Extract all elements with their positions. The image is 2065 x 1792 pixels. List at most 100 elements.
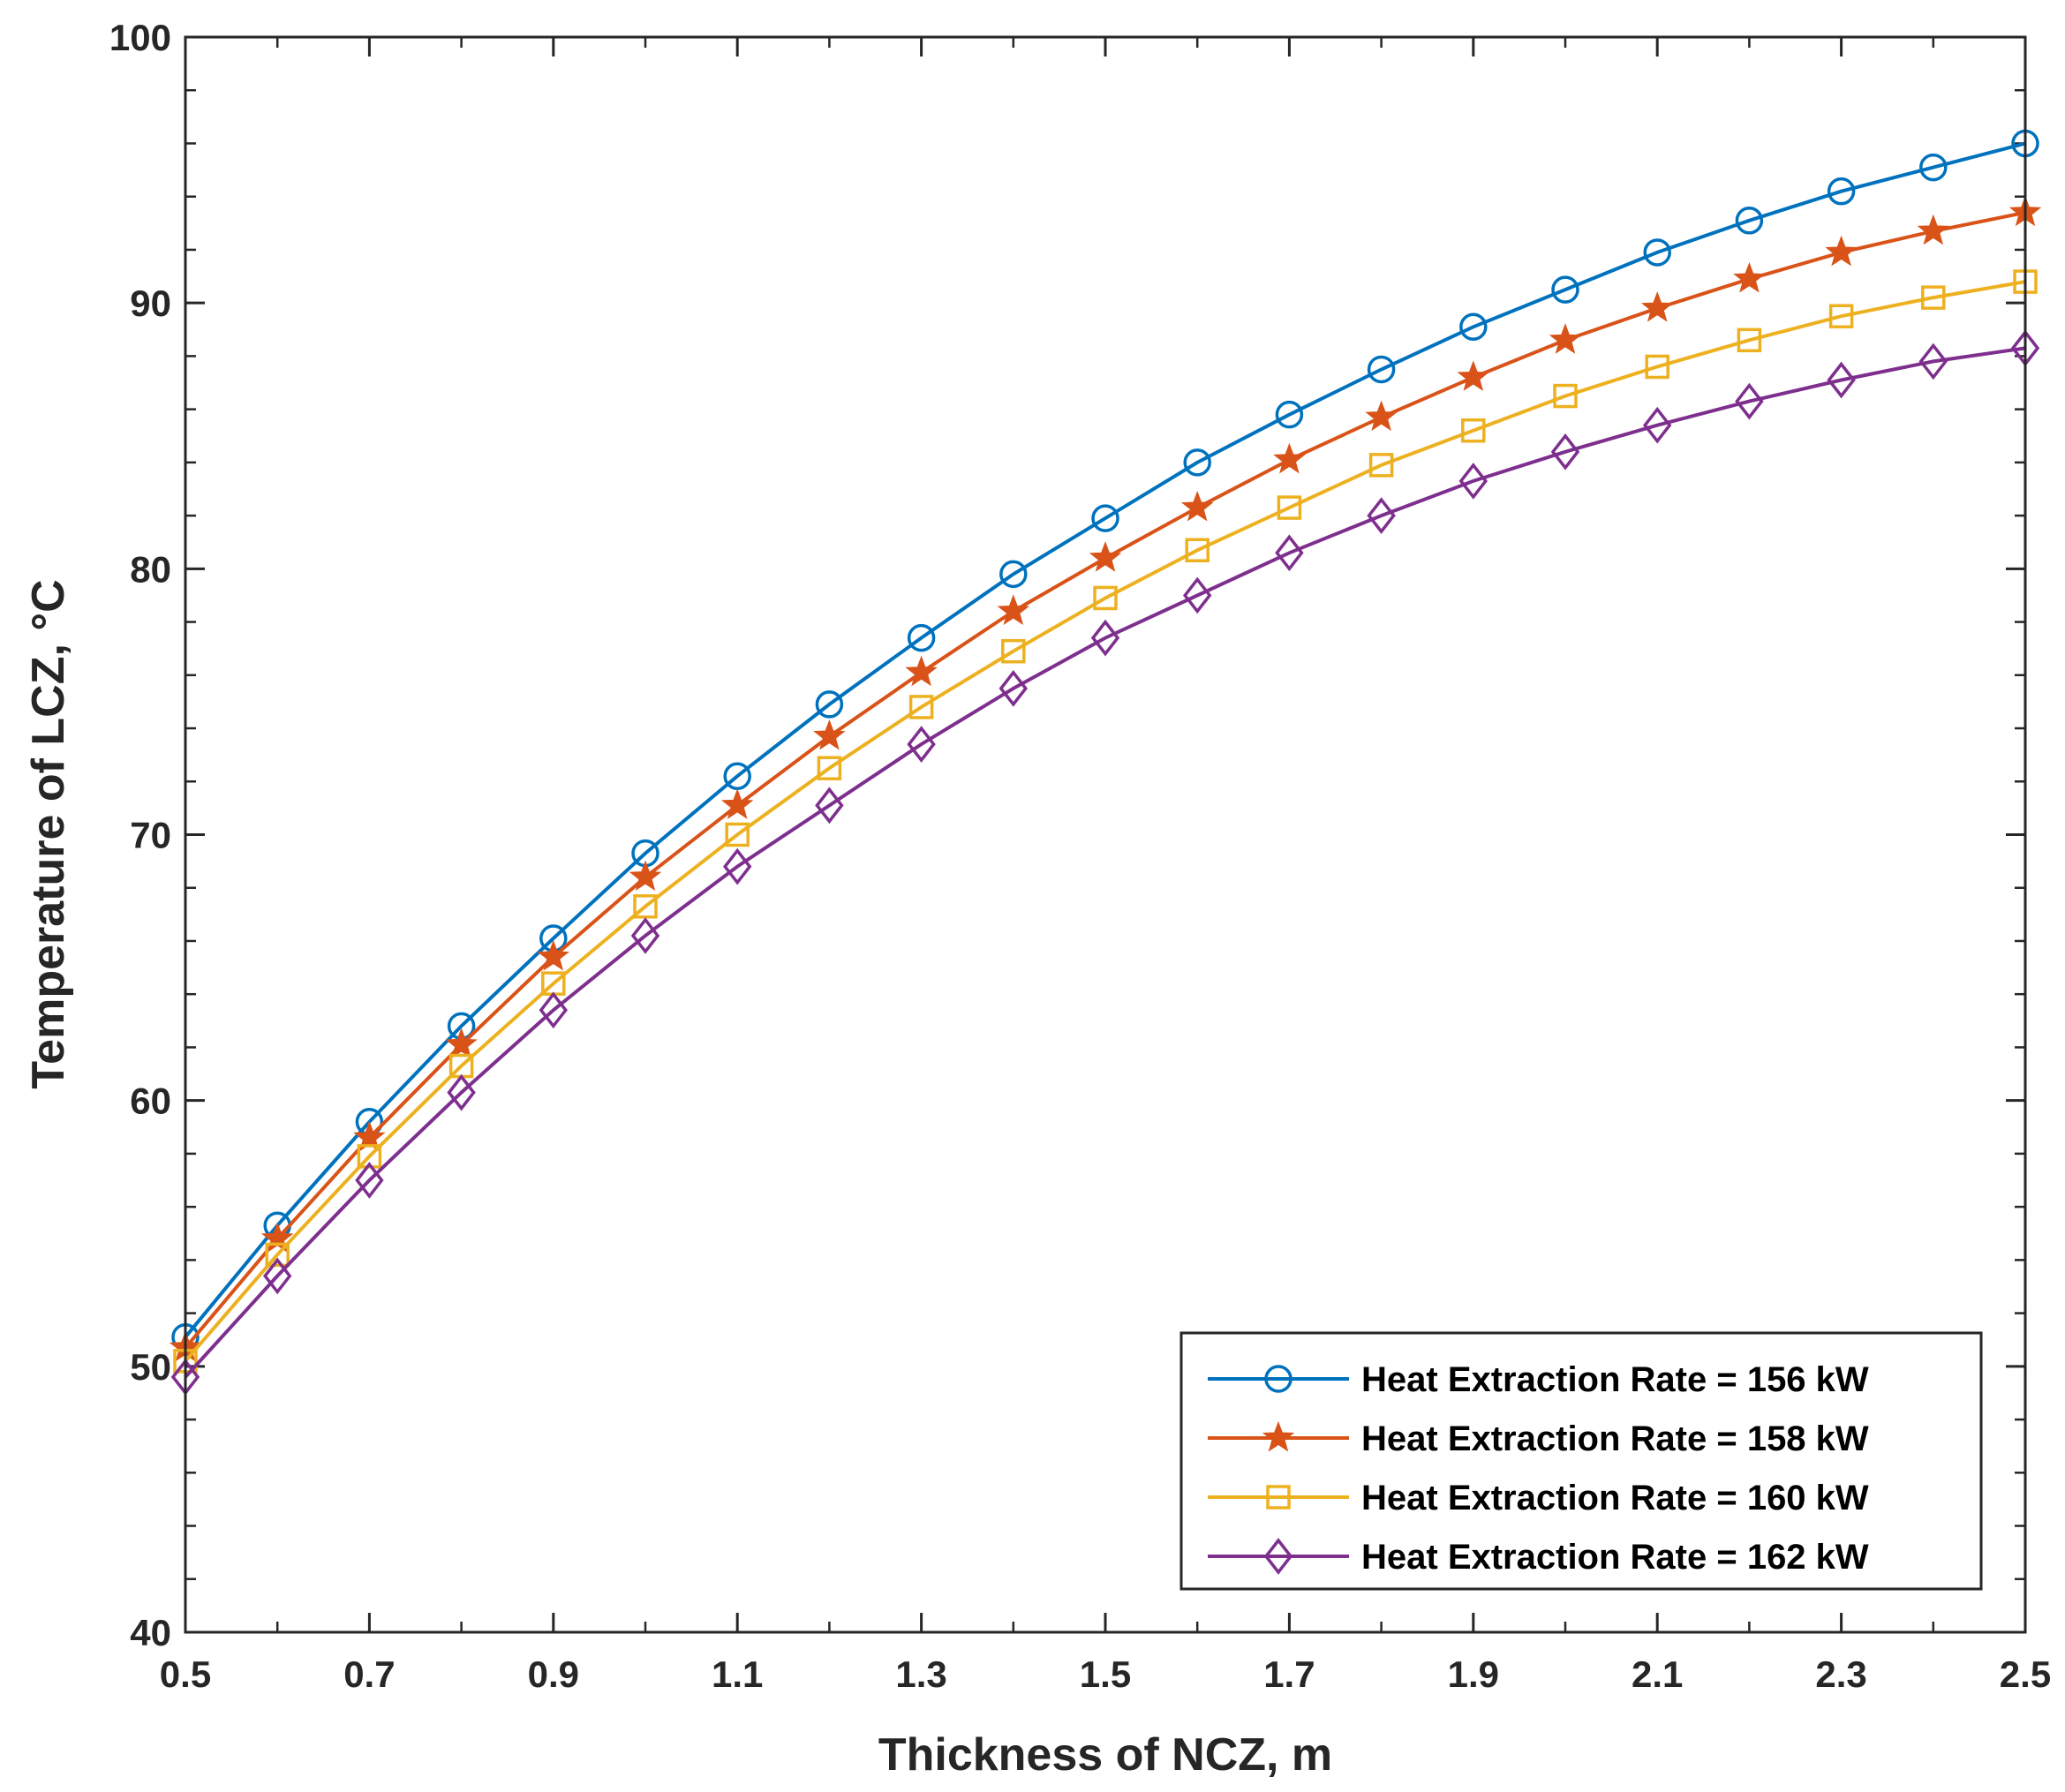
data-point [1918, 343, 1948, 380]
legend-box [1179, 1331, 1983, 1591]
data-point [813, 719, 846, 750]
legend-item: Heat Extraction Rate = 160 kW [1208, 1479, 1869, 1517]
legend-marker [1266, 1485, 1291, 1510]
data-point [1367, 355, 1396, 384]
data-point [1182, 576, 1212, 614]
data-point [447, 1073, 476, 1111]
data-point [1275, 534, 1304, 572]
x-tick-label: 1.9 [1448, 1653, 1499, 1695]
legend-item: Heat Extraction Rate = 162 kW [1208, 1538, 1869, 1577]
data-point [1825, 235, 1858, 267]
data-point [905, 655, 938, 687]
data-point [908, 695, 934, 719]
legend-label: Heat Extraction Rate = 158 kW [1361, 1419, 1869, 1458]
data-point [262, 1257, 292, 1295]
x-tick-label: 1.7 [1263, 1653, 1315, 1695]
data-point [1089, 541, 1122, 572]
x-tick-label: 0.7 [343, 1653, 395, 1695]
data-point [1459, 312, 1488, 342]
series-2 [169, 195, 2042, 1362]
data-point [1733, 261, 1766, 293]
data-point [1185, 538, 1210, 563]
data-point [1917, 214, 1950, 245]
series-group [169, 129, 2042, 1396]
data-point [1457, 360, 1490, 391]
legend-item: Heat Extraction Rate = 158 kW [1208, 1419, 1869, 1458]
data-point [445, 1028, 478, 1058]
data-point [1737, 328, 1762, 353]
data-point [1277, 495, 1302, 520]
legend-item: Heat Extraction Rate = 156 kW [1208, 1360, 1869, 1399]
x-tick-label: 2.1 [1632, 1653, 1683, 1695]
data-point [1001, 638, 1026, 664]
x-axis-title: Thickness of NCZ, m [878, 1729, 1332, 1781]
data-point [907, 726, 936, 763]
series-line [184, 346, 2026, 1379]
data-point [265, 1242, 290, 1268]
series-4 [170, 329, 2040, 1396]
data-point [815, 690, 844, 719]
data-point [907, 623, 936, 652]
y-tick-label: 100 [109, 17, 171, 58]
data-point [1827, 177, 1856, 206]
y-tick-label: 80 [130, 548, 171, 590]
x-tick-label: 0.5 [160, 1653, 211, 1695]
data-point [1550, 433, 1580, 471]
y-tick-label: 70 [130, 815, 171, 856]
axes-box [184, 35, 2027, 1634]
data-point [539, 991, 569, 1029]
data-point [1551, 275, 1579, 304]
series-line [184, 280, 2026, 1363]
y-tick-label: 60 [130, 1080, 171, 1122]
tick-labels: 0.5 0.7 0.9 1.1 1.3 1.5 1.7 1.9 2.1 2.3 2.5 40 50 60 7… [109, 17, 2051, 1695]
data-point [723, 762, 751, 790]
y-tick-label: 50 [130, 1346, 171, 1388]
data-point [720, 788, 754, 819]
legend-label: Heat Extraction Rate = 162 kW [1361, 1538, 1869, 1577]
data-point [1367, 497, 1396, 534]
data-point [815, 787, 844, 824]
y-tick-label: 90 [130, 282, 171, 324]
data-point [1368, 453, 1394, 478]
data-point [1458, 463, 1488, 500]
data-point [1461, 418, 1486, 443]
data-point [1090, 619, 1120, 657]
x-tick-label: 1.3 [895, 1653, 946, 1695]
data-point [1643, 238, 1671, 267]
data-point [1640, 291, 1674, 322]
series-1 [171, 129, 2039, 1352]
series-line [184, 141, 2026, 1338]
data-point [722, 847, 752, 885]
y-axis-title: Temperature of LCZ, °C [23, 579, 74, 1088]
legend-marker [1263, 1538, 1293, 1575]
data-point [1735, 382, 1764, 420]
data-point [357, 1144, 382, 1169]
data-point [1642, 406, 1672, 444]
data-point [537, 939, 570, 971]
legend: Heat Extraction Rate = 156 kW Heat Extrac… [1179, 1331, 1983, 1591]
data-point [629, 860, 662, 892]
legend-label: Heat Extraction Rate = 160 kW [1361, 1479, 1869, 1517]
data-point [1921, 285, 1946, 310]
x-tick-label: 1.5 [1080, 1653, 1131, 1695]
data-point [1827, 361, 1856, 399]
x-tick-label: 1.1 [712, 1653, 763, 1695]
data-point [725, 822, 750, 847]
data-point [999, 670, 1029, 707]
data-point [1180, 490, 1214, 522]
data-point [1735, 207, 1764, 235]
data-point [1091, 504, 1119, 532]
data-point [1183, 448, 1211, 477]
data-point [633, 894, 658, 919]
data-point [353, 1120, 386, 1152]
data-point [1365, 400, 1398, 432]
y-tick-label: 40 [130, 1612, 171, 1653]
series-3 [173, 269, 2038, 1374]
x-tick-label: 2.3 [1815, 1653, 1866, 1695]
data-point [1553, 383, 1578, 409]
data-point [355, 1162, 384, 1199]
data-point [1273, 442, 1306, 474]
data-point [1828, 304, 1854, 328]
data-point [1645, 354, 1669, 380]
